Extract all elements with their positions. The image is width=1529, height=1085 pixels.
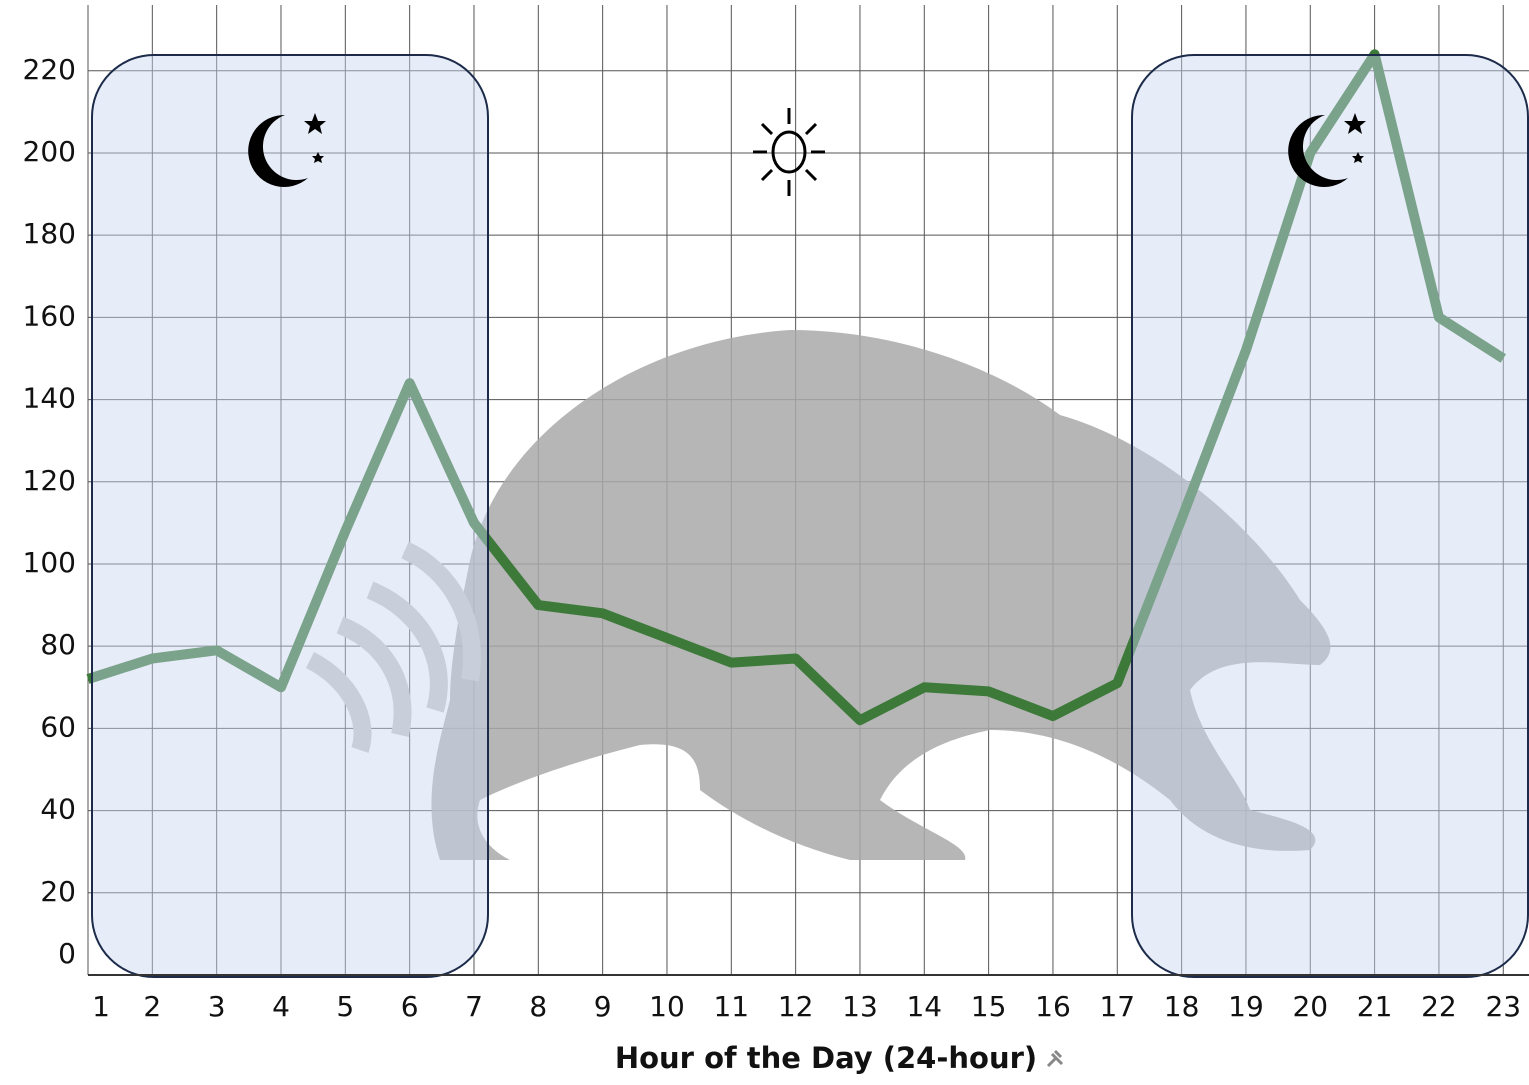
y-tick-label: 20 bbox=[40, 875, 76, 908]
x-tick-label: 8 bbox=[529, 990, 547, 1023]
x-tick-label: 23 bbox=[1485, 990, 1521, 1023]
y-tick-label: 100 bbox=[23, 546, 76, 579]
y-tick-label: 220 bbox=[23, 53, 76, 86]
armadillo-silhouette bbox=[431, 330, 1331, 860]
y-tick-label: 80 bbox=[40, 628, 76, 661]
x-tick-label: 17 bbox=[1099, 990, 1135, 1023]
x-tick-label: 18 bbox=[1164, 990, 1200, 1023]
y-tick-label: 200 bbox=[23, 135, 76, 168]
x-tick-label: 2 bbox=[143, 990, 161, 1023]
moon-icon bbox=[248, 113, 326, 187]
armadillo-bands bbox=[305, 541, 481, 753]
x-tick-label: 1 bbox=[92, 990, 110, 1023]
x-tick-label: 3 bbox=[208, 990, 226, 1023]
x-axis-title: Hour of the Day (24-hour) bbox=[615, 1041, 1037, 1075]
x-tick-label: 5 bbox=[336, 990, 354, 1023]
x-tick-label: 4 bbox=[272, 990, 290, 1023]
y-tick-label: 0 bbox=[58, 937, 76, 970]
y-tick-label: 180 bbox=[23, 217, 76, 250]
x-tick-label: 14 bbox=[906, 990, 942, 1023]
y-tick-label: 40 bbox=[40, 793, 76, 826]
sun-icon bbox=[753, 108, 825, 196]
y-tick-label: 60 bbox=[40, 710, 76, 743]
y-tick-label: 140 bbox=[23, 382, 76, 415]
x-tick-label: 12 bbox=[778, 990, 814, 1023]
pin-icon bbox=[1046, 1049, 1064, 1068]
x-tick-label: 6 bbox=[401, 990, 419, 1023]
x-tick-label: 16 bbox=[1035, 990, 1071, 1023]
x-tick-label: 13 bbox=[842, 990, 878, 1023]
x-tick-label: 22 bbox=[1421, 990, 1457, 1023]
data-line bbox=[86, 49, 1506, 726]
x-tick-label: 10 bbox=[649, 990, 685, 1023]
night-region bbox=[1131, 54, 1529, 978]
x-tick-label: 7 bbox=[465, 990, 483, 1023]
x-tick-label: 9 bbox=[594, 990, 612, 1023]
y-tick-label: 160 bbox=[23, 299, 76, 332]
x-tick-label: 21 bbox=[1357, 990, 1393, 1023]
x-tick-label: 15 bbox=[971, 990, 1007, 1023]
x-tick-label: 11 bbox=[713, 990, 749, 1023]
x-tick-label: 19 bbox=[1228, 990, 1264, 1023]
y-tick-label: 120 bbox=[23, 464, 76, 497]
night-region bbox=[91, 54, 489, 978]
x-tick-label: 20 bbox=[1292, 990, 1328, 1023]
moon-icon bbox=[1288, 113, 1366, 187]
